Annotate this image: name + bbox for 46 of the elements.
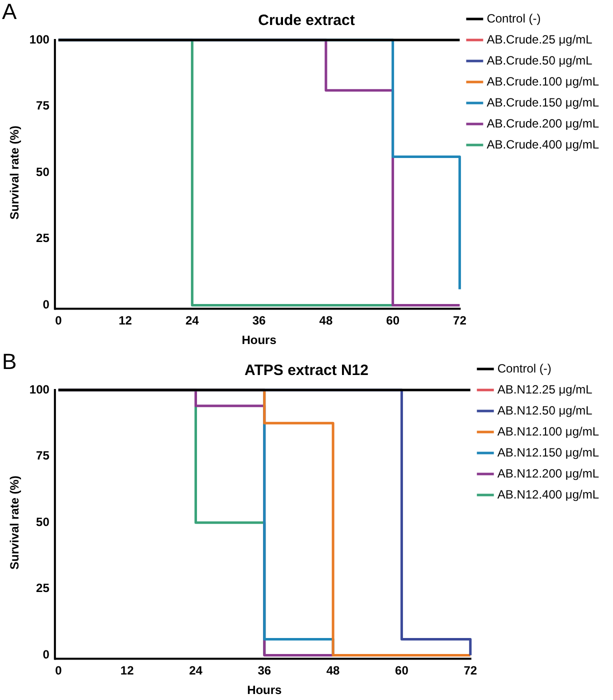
x-tick-label: 48 [319, 314, 333, 328]
text: B [2, 349, 17, 374]
y-tick-label: 75 [36, 98, 50, 113]
text: A [2, 0, 17, 24]
chart-title: ATPS extract N12 [244, 362, 368, 380]
legend-label: AB.N12.400 μg/mL [497, 487, 600, 502]
legend-label: AB.Crude.25 μg/mL [486, 32, 593, 46]
y-axis-title: Survival rate (%) [8, 476, 22, 570]
x-tick-label: 0 [55, 314, 62, 328]
legend-label: AB.Crude.200 μg/mL [486, 116, 600, 130]
x-axis-title: Hours [247, 683, 282, 698]
x-tick-label: 48 [326, 664, 340, 678]
y-tick-label: 25 [36, 581, 50, 596]
x-tick-label: 36 [252, 314, 266, 328]
y-tick-label: 50 [36, 164, 50, 179]
y-tick-label: 0 [42, 298, 50, 312]
y-tick-label: 50 [36, 514, 50, 529]
legend-label: AB.Crude.400 μg/mL [486, 137, 600, 152]
legend-label: AB.N12.25 μg/mL [497, 382, 593, 396]
x-axis-title: Hours [242, 333, 277, 348]
legend-label: AB.N12.200 μg/mL [497, 466, 600, 480]
x-tick-label: 36 [258, 664, 272, 678]
chart-title: Crude extract [258, 12, 355, 30]
y-axis-title: Survival rate (%) [8, 126, 22, 220]
legend-label: AB.Crude.100 μg/mL [486, 74, 600, 88]
x-tick-label: 12 [118, 314, 132, 328]
legend-label: AB.Crude.50 μg/mL [486, 53, 593, 68]
legend-label: AB.N12.150 μg/mL [497, 445, 600, 460]
x-tick-label: 0 [55, 664, 62, 678]
legend-label: AB.N12.50 μg/mL [497, 403, 593, 418]
y-tick-label: 0 [42, 648, 50, 662]
legend-label: Control (-) [497, 361, 552, 376]
y-tick-label: 75 [36, 448, 50, 463]
x-tick-label: 60 [395, 664, 409, 678]
x-tick-label: 24 [189, 664, 203, 678]
x-tick-label: 72 [453, 314, 467, 328]
y-tick-label: 25 [36, 231, 50, 246]
y-tick-label: 100 [29, 382, 50, 396]
x-tick-label: 72 [464, 664, 478, 678]
y-tick-label: 100 [29, 32, 50, 46]
x-tick-label: 12 [120, 664, 134, 678]
legend-label: Control (-) [486, 11, 541, 26]
legend-label: AB.N12.100 μg/mL [497, 424, 600, 438]
x-tick-label: 60 [386, 314, 400, 328]
legend-label: AB.Crude.150 μg/mL [486, 95, 600, 110]
x-tick-label: 24 [186, 314, 200, 328]
